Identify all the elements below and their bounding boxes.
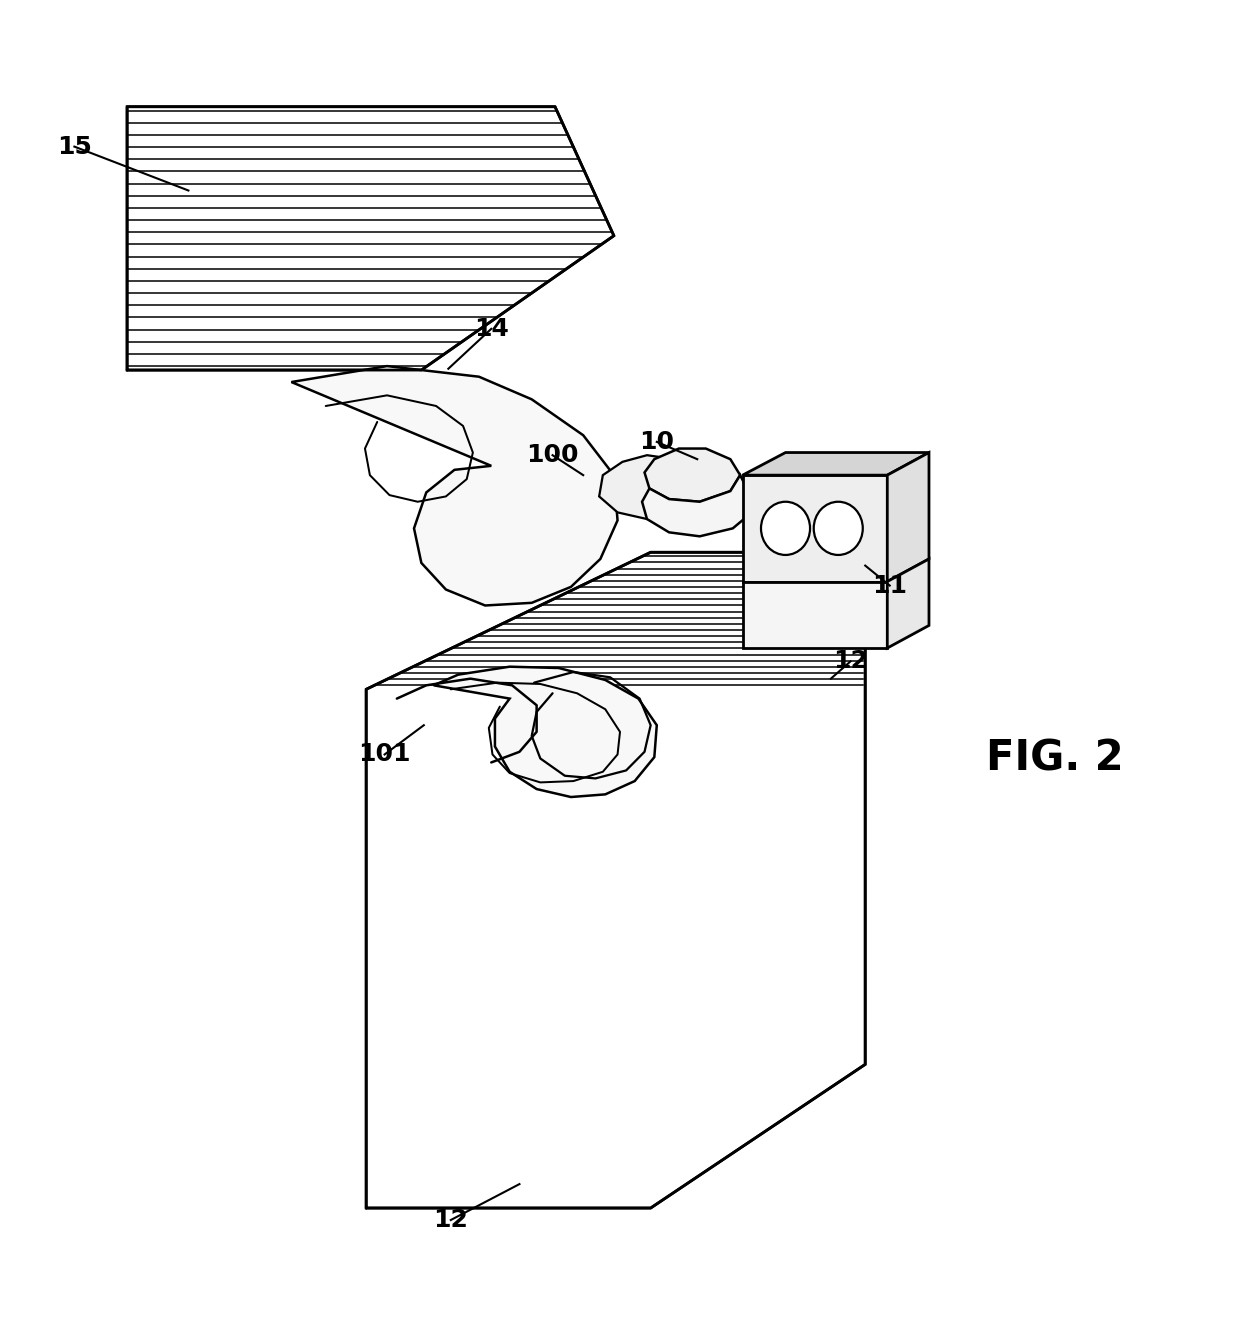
PathPatch shape [599, 456, 696, 519]
PathPatch shape [434, 667, 657, 797]
Polygon shape [743, 453, 929, 476]
Text: 15: 15 [57, 134, 92, 159]
Text: 101: 101 [358, 742, 410, 766]
Polygon shape [888, 453, 929, 582]
Text: 14: 14 [474, 317, 508, 341]
Polygon shape [888, 559, 929, 648]
Polygon shape [366, 552, 866, 1208]
Text: 11: 11 [872, 574, 908, 598]
Polygon shape [743, 476, 888, 582]
PathPatch shape [291, 366, 618, 606]
Text: 12: 12 [433, 1208, 469, 1232]
Circle shape [761, 501, 810, 555]
Text: 12: 12 [833, 649, 868, 673]
PathPatch shape [642, 476, 749, 536]
Text: 10: 10 [640, 430, 675, 454]
Text: FIG. 2: FIG. 2 [987, 738, 1125, 780]
Polygon shape [743, 582, 888, 648]
Text: 100: 100 [526, 444, 579, 468]
Circle shape [813, 501, 863, 555]
PathPatch shape [645, 449, 740, 501]
Polygon shape [128, 106, 614, 370]
